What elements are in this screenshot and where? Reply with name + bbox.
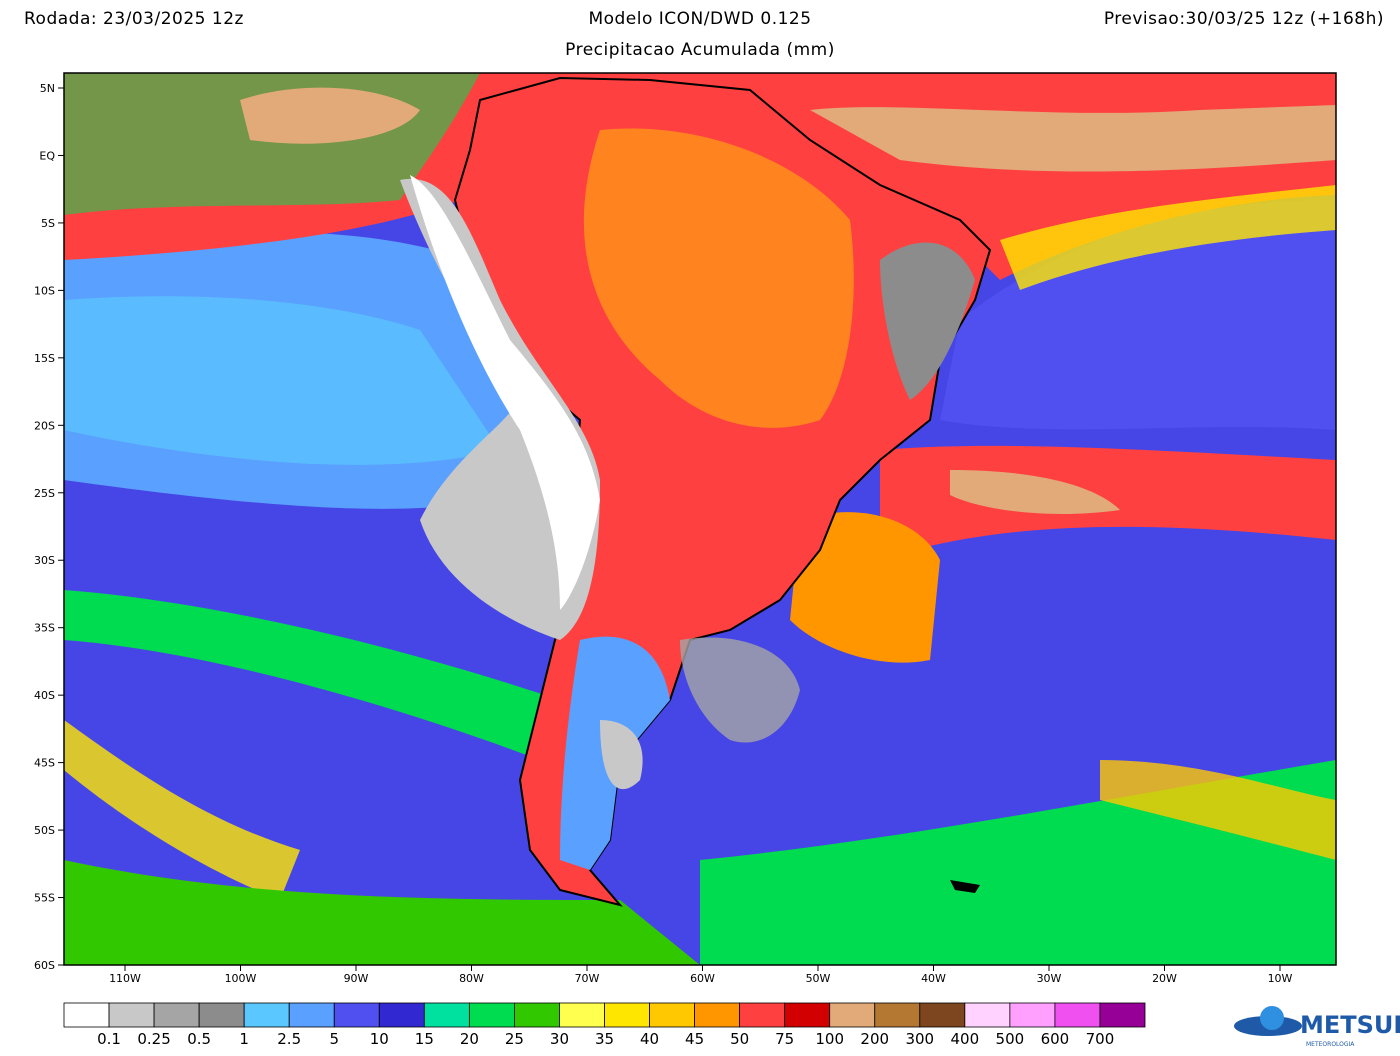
colorbar-box — [333, 1002, 380, 1028]
colorbar-box — [604, 1002, 650, 1028]
lat-label: 30S — [34, 554, 55, 567]
colorbar-box — [874, 1002, 921, 1028]
colorbar-label: 1 — [239, 1030, 249, 1048]
lat-label: 20S — [34, 419, 55, 432]
colorbar-label: 75 — [775, 1030, 794, 1048]
lat-label: 5N — [40, 82, 55, 95]
colorbar-box — [559, 1002, 605, 1028]
logo-tagline: METEOROLOGIA — [1306, 1041, 1355, 1048]
logo-name: METSUL — [1300, 1011, 1400, 1039]
colorbar-box — [964, 1002, 1011, 1028]
colorbar-label: 100 — [815, 1030, 844, 1048]
lat-label: EQ — [39, 149, 55, 162]
lon-label: 30W — [1037, 972, 1062, 985]
forecast-time: Previsao:30/03/25 12z (+168h) — [1104, 9, 1384, 29]
lat-label: 5S — [41, 217, 55, 230]
lon-label: 60W — [690, 972, 715, 985]
colorbar-label: 0.25 — [137, 1030, 170, 1048]
lon-label: 40W — [921, 972, 946, 985]
colorbar-label: 45 — [685, 1030, 704, 1048]
field-name: Precipitacao Acumulada (mm) — [565, 40, 835, 60]
lat-label: 40S — [34, 689, 55, 702]
colorbar-label: 500 — [996, 1030, 1025, 1048]
colorbar-box — [153, 1002, 200, 1028]
colorbar-box — [108, 1002, 155, 1028]
run-time: Rodada: 23/03/2025 12z — [24, 9, 244, 29]
colorbar-label: 10 — [370, 1030, 389, 1048]
lat-label: 60S — [34, 959, 55, 972]
model-name: Modelo ICON/DWD 0.125 — [588, 9, 811, 29]
colorbar-box — [63, 1002, 110, 1028]
lat-label: 35S — [34, 622, 55, 635]
colorbar-label: 25 — [505, 1030, 524, 1048]
colorbar-label: 35 — [595, 1030, 614, 1048]
colorbar-box — [288, 1002, 335, 1028]
lon-label: 90W — [344, 972, 369, 985]
lat-label: 55S — [34, 892, 55, 905]
colorbar-label: 600 — [1041, 1030, 1070, 1048]
colorbar-box — [829, 1002, 876, 1028]
lat-label: 25S — [34, 487, 55, 500]
logo: METSUL METEOROLOGIA — [1234, 1006, 1400, 1048]
colorbar-box — [198, 1002, 245, 1028]
lon-label: 50W — [806, 972, 831, 985]
colorbar-label: 2.5 — [277, 1030, 301, 1048]
colorbar-label: 700 — [1086, 1030, 1115, 1048]
colorbar-label: 0.5 — [187, 1030, 211, 1048]
colorbar-label: 5 — [329, 1030, 339, 1048]
colorbar-box — [784, 1002, 831, 1028]
lon-label: 10W — [1268, 972, 1293, 985]
colorbar-box — [468, 1002, 515, 1028]
colorbar: 0.1 0.25 0.5 1 2.5 5 10 15 20 25 30 35 40 45 50 75 100 20… — [63, 1002, 1146, 1048]
colorbar-box — [378, 1002, 425, 1028]
lat-label: 10S — [34, 284, 55, 297]
colorbar-label: 0.1 — [97, 1030, 121, 1048]
lat-label: 45S — [34, 757, 55, 770]
colorbar-box — [919, 1002, 966, 1028]
colorbar-box — [739, 1002, 786, 1028]
colorbar-box — [514, 1002, 560, 1028]
lon-label: 70W — [575, 972, 600, 985]
lon-label: 20W — [1152, 972, 1177, 985]
colorbar-label: 400 — [951, 1030, 980, 1048]
lat-label: 15S — [34, 352, 55, 365]
colorbar-label: 20 — [460, 1030, 479, 1048]
colorbar-label: 300 — [905, 1030, 934, 1048]
map-frame — [63, 72, 1337, 966]
colorbar-box — [694, 1002, 741, 1028]
lon-label: 100W — [225, 972, 257, 985]
colorbar-label: 50 — [730, 1030, 749, 1048]
colorbar-label: 15 — [415, 1030, 434, 1048]
colorbar-label: 30 — [550, 1030, 569, 1048]
colorbar-box — [1099, 1002, 1146, 1028]
map-axes: 5N EQ 5S 10S 15S 20S 25S 30S 35S 40S 45S 50S 55S 60S 1… — [34, 82, 1293, 985]
precip-map — [64, 73, 1336, 965]
colorbar-label: 40 — [640, 1030, 659, 1048]
colorbar-box — [649, 1002, 695, 1028]
colorbar-box — [243, 1002, 290, 1028]
colorbar-box — [1009, 1002, 1056, 1028]
lat-label: 50S — [34, 824, 55, 837]
lon-label: 110W — [109, 972, 141, 985]
colorbar-box — [1054, 1002, 1101, 1028]
colorbar-label: 200 — [860, 1030, 889, 1048]
colorbar-box — [423, 1002, 470, 1028]
lon-label: 80W — [459, 972, 484, 985]
